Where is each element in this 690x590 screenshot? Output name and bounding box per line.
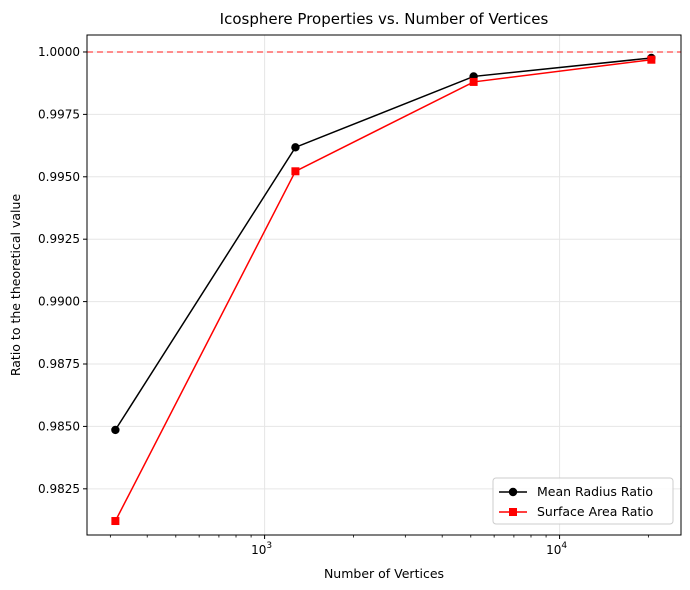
legend-box <box>492 477 674 525</box>
legend-label-surface-area: Surface Area Ratio <box>537 504 653 519</box>
series-layer <box>111 53 656 526</box>
data-point-surface-area <box>291 167 300 176</box>
y-axis-label: Ratio to the theoretical value <box>8 194 23 377</box>
data-point-mean-radius <box>291 143 300 152</box>
y-tick-label: 0.9925 <box>38 232 80 246</box>
series-line-surface-area <box>114 58 652 522</box>
y-tick-label: 0.9825 <box>38 482 80 496</box>
plot-frame <box>86 34 682 536</box>
y-tick-label: 1.0000 <box>38 45 80 59</box>
y-tick-label: 0.9975 <box>38 107 80 121</box>
grid <box>87 35 681 535</box>
axis-ticks: 0.9825 0.9850 0.9875 0.9900 0.9925 0.9950 0.99… <box>38 45 567 557</box>
y-tick-label: 0.9850 <box>38 419 80 433</box>
chart-title: Icosphere Properties vs. Number of Verti… <box>220 10 549 28</box>
legend-label-mean-radius: Mean Radius Ratio <box>537 484 653 499</box>
legend-marker-surface-area <box>509 508 517 516</box>
x-tick-label: 103 <box>251 541 272 557</box>
x-tick-label: 104 <box>546 541 567 557</box>
data-point-surface-area <box>469 77 478 86</box>
x-axis-label: Number of Vertices <box>324 566 444 581</box>
legend: Mean Radius Ratio Surface Area Ratio <box>492 477 674 525</box>
y-tick-label: 0.9875 <box>38 357 80 371</box>
series-line-mean-radius <box>114 57 652 431</box>
data-point-mean-radius <box>111 425 120 435</box>
data-point-surface-area <box>647 55 656 64</box>
legend-marker-mean-radius <box>508 487 518 497</box>
data-point-surface-area <box>111 517 120 526</box>
y-tick-label: 0.9950 <box>38 170 80 184</box>
y-tick-label: 0.9900 <box>38 295 80 309</box>
